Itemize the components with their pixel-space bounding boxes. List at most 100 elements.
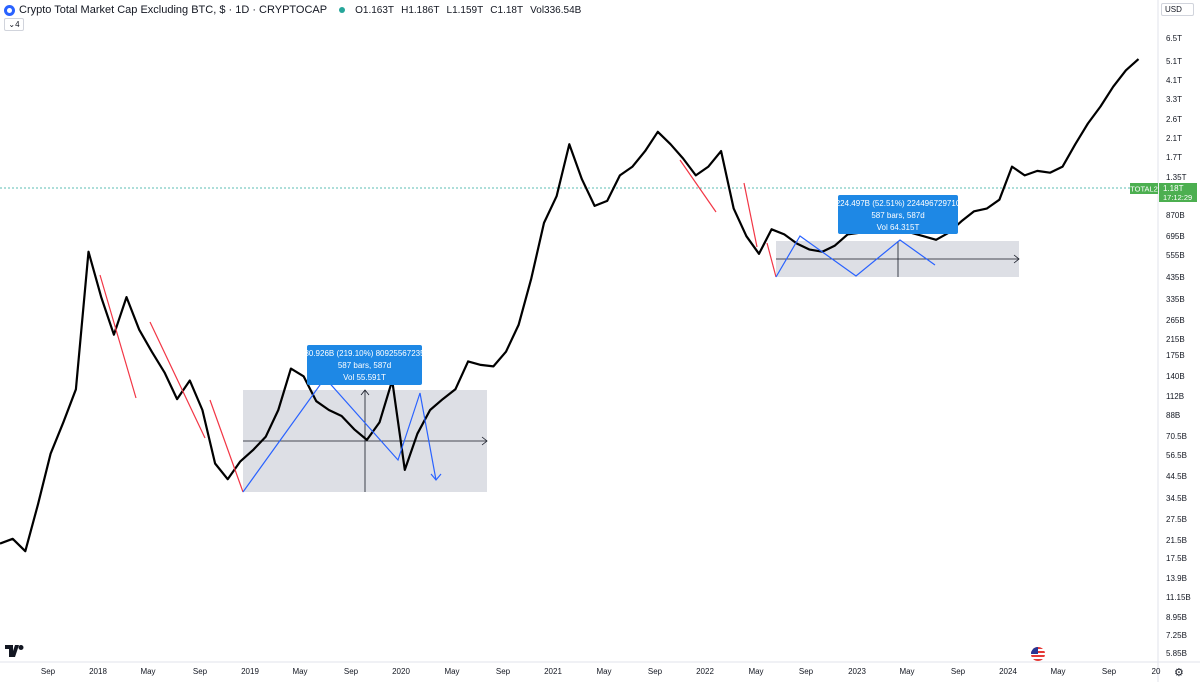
measure-range-1-arrow-up	[360, 389, 370, 396]
y-tick-label: 1.7T	[1166, 153, 1182, 162]
price-axis[interactable]: 6T6.5T5.1T4.1T3.3T2.6T2.1T1.7T1.35T870B6…	[1157, 0, 1191, 682]
measure-box-2-line3: Vol 64.315T	[877, 223, 920, 232]
y-tick-label: 21.5B	[1166, 536, 1187, 545]
symbol-tag: TOTAL2	[1130, 185, 1158, 194]
measure-range-1	[243, 389, 488, 492]
zigzag-up-leg	[775, 235, 936, 278]
zigzag-up-leg	[242, 377, 437, 493]
zigzag-down-leg	[149, 321, 206, 439]
x-tick-label: 2021	[544, 667, 562, 676]
x-tick-label: 2020	[392, 667, 410, 676]
measure-range-1-arrow-right	[481, 436, 488, 446]
measure-range-2-arrow-right	[1013, 254, 1020, 264]
x-tick-label: May	[596, 667, 611, 676]
y-tick-label: 335B	[1166, 295, 1185, 304]
y-tick-label: 2.1T	[1166, 134, 1182, 143]
x-tick-label: May	[899, 667, 914, 676]
symbol-tag-bg	[1130, 183, 1158, 194]
x-tick-label: 2019	[241, 667, 259, 676]
plot-area: 80.926B (219.10%) 80925567235 587 bars, …	[0, 58, 1158, 553]
measure-box-1-line3: Vol 55.591T	[343, 373, 386, 382]
y-tick-label: 8.95B	[1166, 613, 1187, 622]
zigzag-down-leg	[209, 399, 244, 493]
open-value: O1.163T	[355, 5, 395, 16]
x-tick-label: Sep	[648, 667, 663, 676]
zigzag-down-leg	[99, 274, 137, 399]
y-tick-label: 5.1T	[1166, 57, 1182, 66]
zigzag-down-leg	[679, 159, 717, 213]
x-tick-label: May	[1050, 667, 1065, 676]
y-tick-label: 555B	[1166, 251, 1185, 260]
y-tick-label: 88B	[1166, 411, 1180, 420]
x-tick-label: Sep	[799, 667, 814, 676]
tradingview-logo-icon[interactable]	[5, 644, 25, 661]
y-tick-label: 870B	[1166, 211, 1185, 220]
measure-box-1-line2: 587 bars, 587d	[338, 361, 391, 370]
symbol-title[interactable]: Crypto Total Market Cap Excluding BTC, $…	[19, 4, 328, 16]
zigzag-down-leg	[743, 182, 758, 248]
y-tick-label: 7.25B	[1166, 631, 1187, 640]
x-tick-label: 2024	[999, 667, 1017, 676]
y-tick-label: 34.5B	[1166, 494, 1187, 503]
us-flag-icon[interactable]	[1031, 647, 1045, 661]
zigzag-down-leg	[766, 242, 777, 278]
x-tick-label: May	[140, 667, 155, 676]
indicators-collapse-button[interactable]: ⌄ 4	[4, 18, 24, 31]
measure-range-2	[776, 241, 1020, 277]
measure-box-1-bg	[307, 345, 422, 385]
y-tick-label: 112B	[1166, 392, 1184, 401]
gear-icon[interactable]: ⚙	[1174, 667, 1184, 679]
last-price-tag-bg	[1159, 183, 1197, 202]
y-tick-label: 2.6T	[1166, 115, 1182, 124]
y-tick-label: 435B	[1166, 273, 1185, 282]
y-tick-label: 1.35T	[1166, 173, 1187, 182]
y-tick-label: 5.85B	[1166, 649, 1187, 658]
y-tick-label: 6.5T	[1166, 34, 1182, 43]
x-tick-label: May	[292, 667, 307, 676]
y-tick-label: 27.5B	[1166, 515, 1187, 524]
zigzag-up-arrowhead	[430, 473, 442, 481]
zigzag-up-legs	[242, 235, 936, 493]
y-tick-label: 3.3T	[1166, 95, 1182, 104]
last-price-value: 1.18T	[1163, 184, 1184, 193]
y-tick-label: 215B	[1166, 335, 1185, 344]
measure-box-2-bg	[838, 195, 958, 234]
x-tick-label: Sep	[1102, 667, 1117, 676]
y-tick-label: 4.1T	[1166, 76, 1182, 85]
y-tick-label: 56.5B	[1166, 451, 1187, 460]
y-tick-label: 140B	[1166, 372, 1185, 381]
market-status-icon	[339, 7, 346, 13]
chart-header: Crypto Total Market Cap Excluding BTC, $…	[4, 3, 585, 17]
ohlc-values: O1.163T H1.186T L1.159T C1.18T Vol336.54…	[355, 4, 585, 16]
measure-box-2-line1: 224.497B (52.51%) 224496729710	[836, 199, 961, 208]
y-tick-label: 17.5B	[1166, 554, 1187, 563]
time-axis[interactable]: Sep 2018 May Sep 2019 May Sep 2020 May Sep 2021 May…	[0, 661, 1200, 676]
zigzag-down-legs	[99, 159, 777, 493]
x-tick-label: May	[748, 667, 763, 676]
x-tick-label: 2023	[848, 667, 866, 676]
x-tick-label: 2018	[89, 667, 107, 676]
y-tick-label: 70.5B	[1166, 432, 1187, 441]
y-tick-label: 265B	[1166, 316, 1185, 325]
x-tick-label: Sep	[193, 667, 208, 676]
volume-value: Vol336.54B	[530, 5, 582, 16]
cryptocap-logo-icon	[4, 4, 15, 16]
close-value: C1.18T	[490, 5, 524, 16]
indicators-count: 4	[15, 20, 20, 29]
y-tick-label: 695B	[1166, 232, 1185, 241]
x-tick-labels: Sep 2018 May Sep 2019 May Sep 2020 May Sep 2021 May…	[41, 667, 1161, 676]
currency-label: USD	[1165, 5, 1182, 14]
y-tick-label: 175B	[1166, 351, 1185, 360]
x-tick-label: 2022	[696, 667, 714, 676]
x-tick-label: Sep	[344, 667, 359, 676]
measure-box-2-line2: 587 bars, 587d	[871, 211, 924, 220]
x-tick-label: Sep	[41, 667, 56, 676]
measure-box-1: 80.926B (219.10%) 80925567235 587 bars, …	[304, 345, 425, 385]
bar-countdown: 17:12:29	[1163, 193, 1192, 202]
low-value: L1.159T	[446, 5, 484, 16]
y-tick-label: 11.15B	[1166, 593, 1191, 602]
chevron-down-icon: ⌄	[8, 20, 16, 29]
high-value: H1.186T	[401, 5, 440, 16]
currency-selector[interactable]: USD	[1161, 3, 1194, 16]
